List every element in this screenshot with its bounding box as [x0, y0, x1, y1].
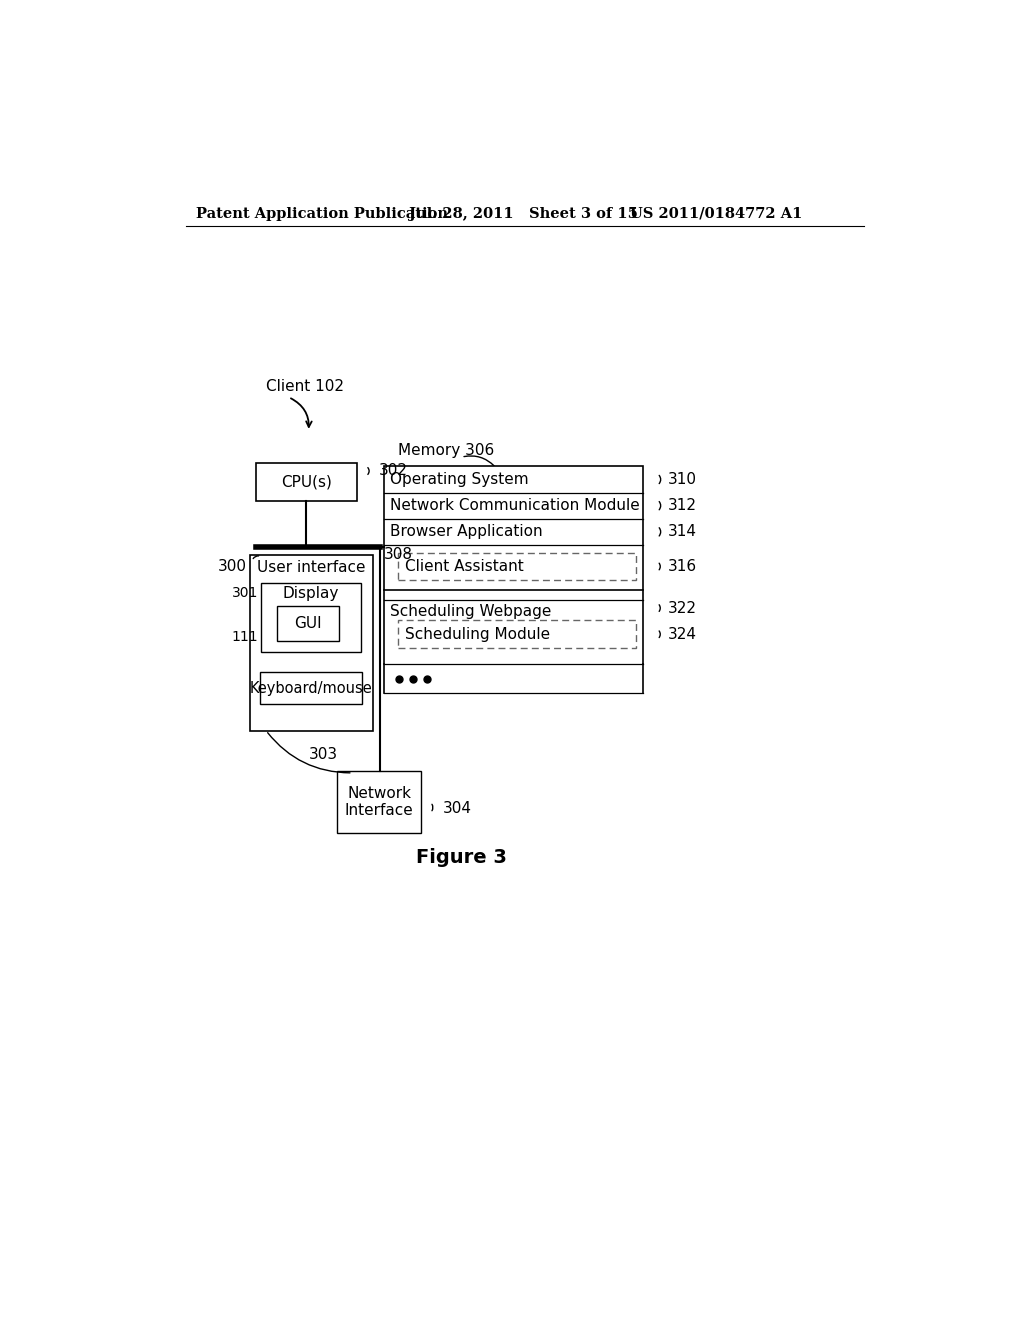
Text: Client 102: Client 102 — [266, 379, 344, 393]
Bar — [337, 771, 421, 833]
FancyArrowPatch shape — [659, 502, 660, 510]
FancyArrowPatch shape — [267, 733, 350, 772]
Bar — [256, 462, 356, 502]
Text: CPU(s): CPU(s) — [281, 474, 332, 490]
Bar — [261, 582, 360, 652]
Text: Scheduling Module: Scheduling Module — [406, 627, 551, 642]
Text: 111: 111 — [231, 630, 258, 644]
FancyArrowPatch shape — [659, 564, 660, 570]
Bar — [276, 606, 339, 642]
Text: 300: 300 — [217, 558, 247, 574]
Text: 304: 304 — [442, 801, 472, 816]
Text: User interface: User interface — [257, 560, 366, 574]
Text: US 2011/0184772 A1: US 2011/0184772 A1 — [630, 207, 803, 220]
Text: 314: 314 — [669, 524, 697, 540]
FancyArrowPatch shape — [291, 399, 311, 426]
Text: Browser Application: Browser Application — [390, 524, 543, 540]
Text: Scheduling Webpage: Scheduling Webpage — [390, 605, 551, 619]
Text: 302: 302 — [378, 463, 408, 478]
Text: Network
Interface: Network Interface — [345, 785, 414, 818]
Text: 303: 303 — [309, 747, 338, 762]
Text: Figure 3: Figure 3 — [416, 847, 507, 867]
Text: Keyboard/mouse: Keyboard/mouse — [250, 681, 373, 696]
FancyArrowPatch shape — [659, 528, 660, 536]
Bar — [397, 620, 636, 648]
Text: GUI: GUI — [294, 616, 322, 631]
Text: Display: Display — [283, 586, 339, 601]
Text: Jul. 28, 2011   Sheet 3 of 15: Jul. 28, 2011 Sheet 3 of 15 — [409, 207, 637, 220]
FancyArrowPatch shape — [368, 467, 370, 474]
Text: 316: 316 — [669, 558, 697, 574]
Text: Network Communication Module: Network Communication Module — [390, 498, 640, 513]
FancyArrowPatch shape — [659, 605, 660, 611]
FancyArrowPatch shape — [464, 455, 495, 466]
Text: 324: 324 — [669, 627, 697, 642]
FancyArrowPatch shape — [659, 475, 660, 483]
FancyArrowPatch shape — [659, 631, 660, 638]
Text: 310: 310 — [669, 473, 697, 487]
Text: Memory 306: Memory 306 — [397, 444, 494, 458]
Bar — [397, 553, 636, 581]
Bar — [260, 672, 362, 705]
Text: Operating System: Operating System — [390, 473, 528, 487]
Text: 322: 322 — [669, 601, 697, 615]
Text: 312: 312 — [669, 498, 697, 513]
Text: Patent Application Publication: Patent Application Publication — [197, 207, 449, 220]
Bar — [251, 554, 373, 730]
FancyArrowPatch shape — [253, 556, 259, 558]
Text: Client Assistant: Client Assistant — [406, 558, 524, 574]
Text: 308: 308 — [384, 548, 413, 562]
Text: 301: 301 — [231, 586, 258, 601]
Bar — [384, 466, 643, 590]
